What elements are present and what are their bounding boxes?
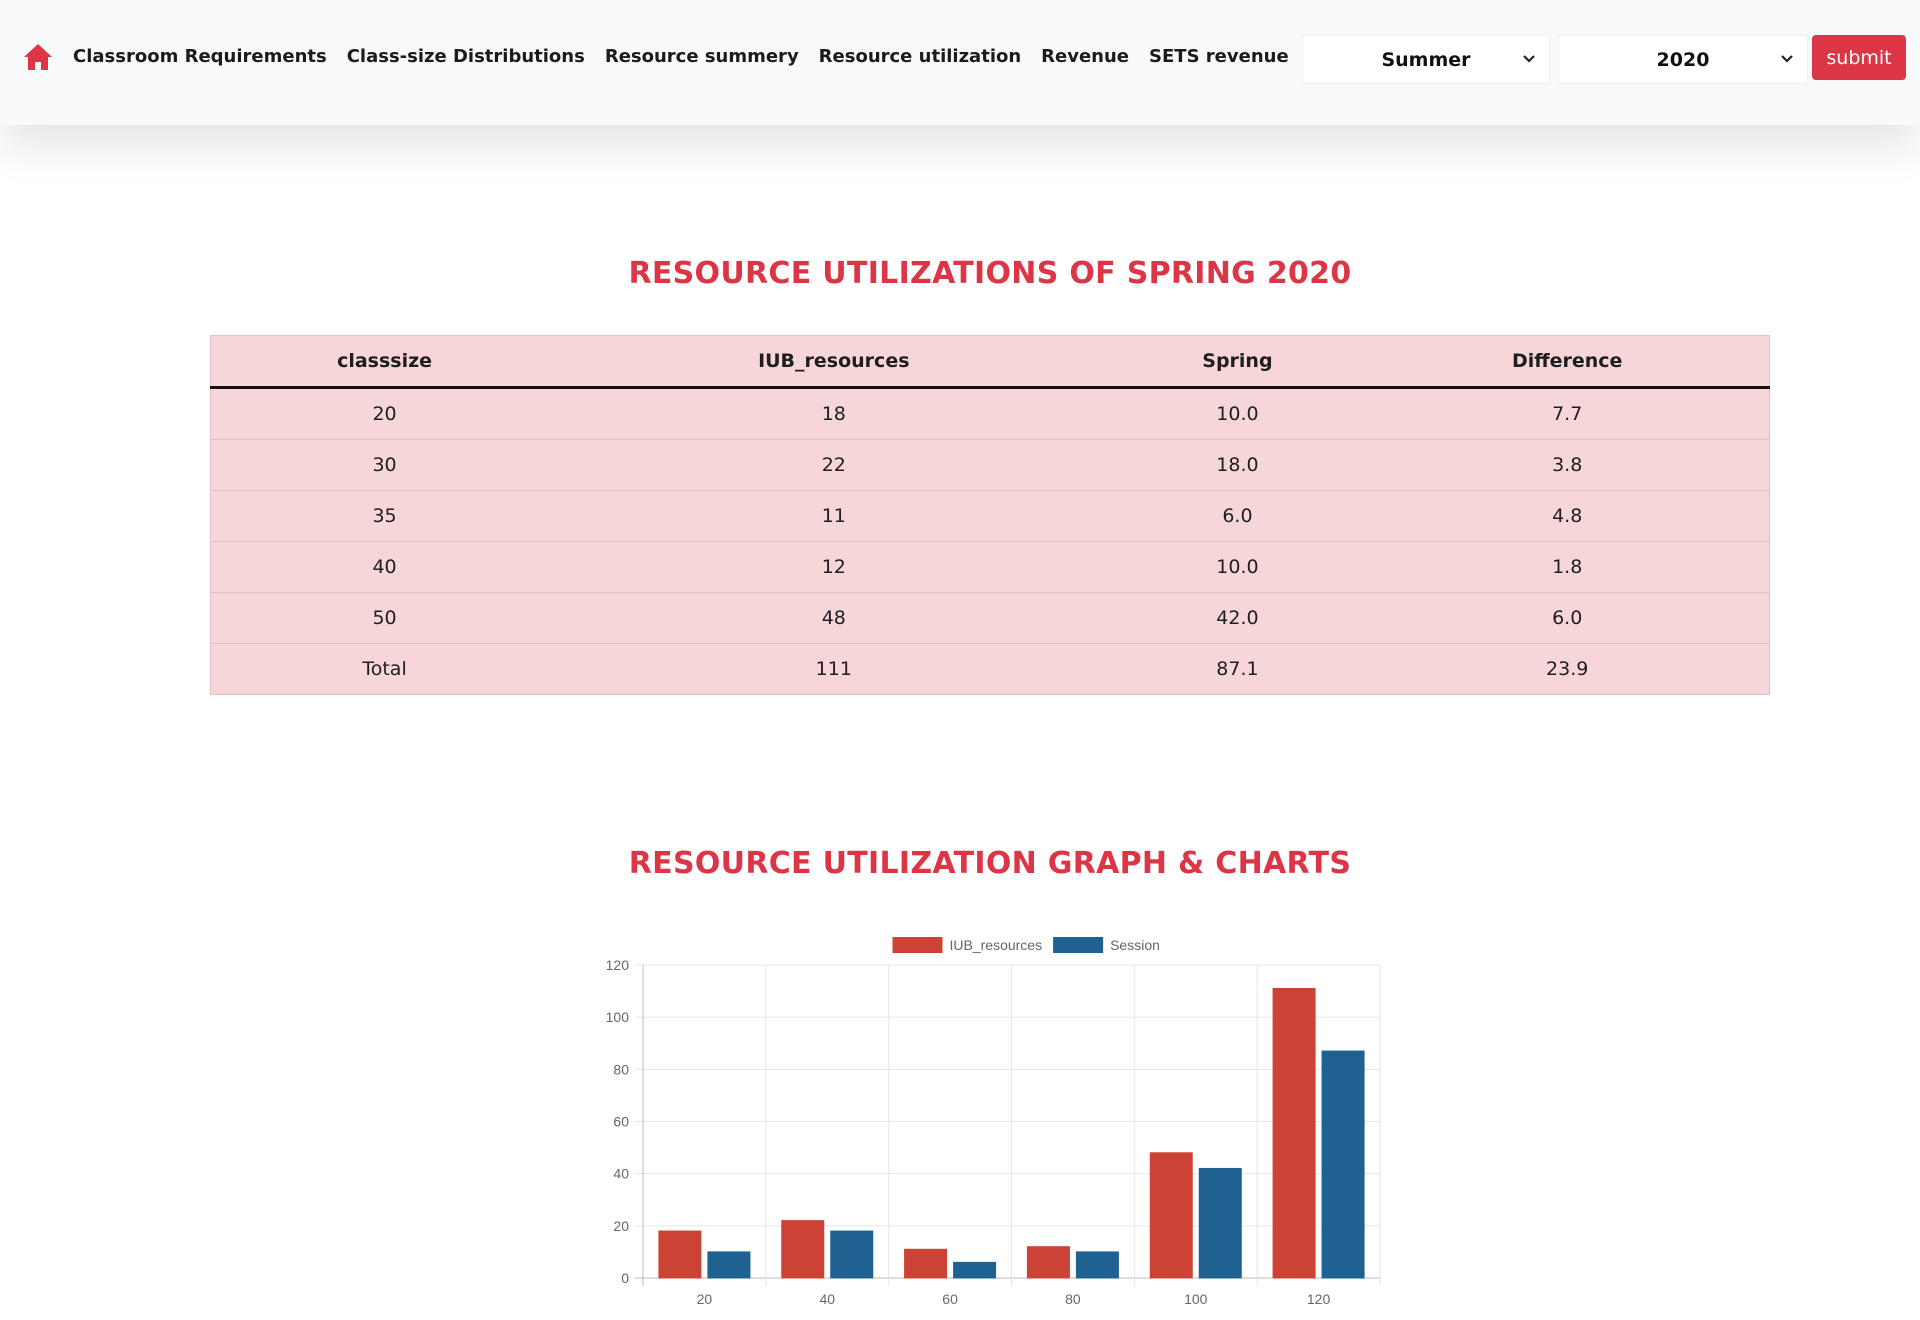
table-row: 50 48 42.0 6.0: [210, 592, 1770, 644]
table-cell: 11: [558, 490, 1110, 542]
bar-session: [707, 1251, 751, 1279]
bar-session: [1075, 1251, 1119, 1279]
navbar: Classroom Requirements Class-size Distri…: [0, 0, 1920, 125]
nav-link-resource-utilization[interactable]: Resource utilization: [818, 46, 1022, 67]
resource-utilization-table: classsize IUB_resources Spring Differenc…: [210, 335, 1770, 695]
legend-label: IUB_resources: [950, 937, 1043, 953]
table-cell: 48: [558, 592, 1110, 644]
table-cell: 4.8: [1365, 490, 1770, 542]
bar-chart-svg: 0 20 40 60 80 100 120 20 40 60 80 100 120 IUB_resourc…: [606, 937, 1381, 1307]
bar-session: [1198, 1167, 1242, 1279]
chart-title: Resource Utilization Graph & Charts: [628, 846, 1352, 881]
table-row: 35 11 6.0 4.8: [210, 490, 1770, 542]
table-cell: 1.8: [1365, 541, 1770, 593]
table-cell: 40: [210, 541, 559, 593]
table-cell: 6.0: [1109, 490, 1366, 542]
header-classsize: classsize: [210, 335, 559, 389]
nav-links: Classroom Requirements Class-size Distri…: [73, 46, 1309, 67]
table-cell: 30: [210, 439, 559, 491]
bar-iub_resources: [781, 1220, 825, 1279]
x-tick-label: 60: [942, 1291, 958, 1307]
table-cell: 35: [210, 490, 559, 542]
table-cell: 87.1: [1109, 643, 1366, 695]
table-row: 40 12 10.0 1.8: [210, 541, 1770, 593]
bar-iub_resources: [904, 1248, 948, 1279]
bar-session: [830, 1230, 874, 1279]
x-tick-label: 100: [1184, 1291, 1208, 1307]
chevron-down-icon: [1523, 55, 1535, 63]
table-header-row: classsize IUB_resources Spring Differenc…: [210, 335, 1770, 389]
table-cell: 7.7: [1365, 387, 1770, 440]
header-spring: Spring: [1109, 335, 1366, 389]
home-icon[interactable]: [22, 42, 54, 72]
table-cell: 12: [558, 541, 1110, 593]
table-title: Resource Utilizations of Spring 2020: [628, 256, 1352, 291]
season-select-value: Summer: [1381, 48, 1471, 71]
bar-iub_resources: [1026, 1246, 1070, 1279]
season-select[interactable]: Summer: [1302, 35, 1550, 84]
header-difference: Difference: [1365, 335, 1770, 389]
x-tick-label: 80: [1065, 1291, 1081, 1307]
nav-link-classroom-requirements[interactable]: Classroom Requirements: [73, 46, 327, 67]
year-select[interactable]: 2020: [1558, 35, 1808, 84]
submit-button[interactable]: submit: [1812, 35, 1906, 80]
y-tick-label: 60: [613, 1114, 629, 1130]
header-iub-resources: IUB_resources: [558, 335, 1110, 389]
legend-swatch-iub_resources: [892, 937, 943, 953]
bar-iub_resources: [1272, 987, 1316, 1279]
bar-chart: 0 20 40 60 80 100 120 20 40 60 80 100 120 IUB_resourc…: [590, 925, 1390, 1315]
bar-iub_resources: [1149, 1152, 1193, 1279]
y-tick-label: 20: [613, 1218, 629, 1234]
table-row: 20 18 10.0 7.7: [210, 387, 1770, 440]
table-cell: 6.0: [1365, 592, 1770, 644]
table-cell: 20: [210, 387, 559, 440]
table-cell: 18: [558, 387, 1110, 440]
table-cell: 22: [558, 439, 1110, 491]
table-cell: 111: [558, 643, 1110, 695]
bar-session: [1321, 1050, 1365, 1279]
table-row-total: Total 111 87.1 23.9: [210, 643, 1770, 695]
table-cell: 3.8: [1365, 439, 1770, 491]
x-tick-label: 120: [1307, 1291, 1331, 1307]
table-cell: Total: [210, 643, 559, 695]
table-row: 30 22 18.0 3.8: [210, 439, 1770, 491]
table-cell: 18.0: [1109, 439, 1366, 491]
table-cell: 42.0: [1109, 592, 1366, 644]
bar-iub_resources: [658, 1230, 702, 1279]
y-tick-label: 80: [613, 1061, 629, 1077]
bar-session: [953, 1261, 997, 1279]
year-select-value: 2020: [1656, 48, 1710, 71]
nav-link-resource-summery[interactable]: Resource summery: [604, 46, 799, 67]
table-cell: 10.0: [1109, 387, 1366, 440]
y-tick-label: 100: [606, 1009, 630, 1025]
y-tick-label: 120: [606, 957, 630, 973]
y-tick-label: 0: [621, 1270, 629, 1286]
table-cell: 23.9: [1365, 643, 1770, 695]
nav-link-class-size-distributions[interactable]: Class-size Distributions: [346, 46, 585, 67]
y-tick-label: 40: [613, 1166, 629, 1182]
nav-link-revenue[interactable]: Revenue: [1041, 46, 1130, 67]
table-cell: 50: [210, 592, 559, 644]
legend-label: Session: [1110, 937, 1160, 953]
legend-swatch-session: [1053, 937, 1104, 953]
nav-link-sets-revenue[interactable]: SETS revenue: [1149, 46, 1289, 67]
table-cell: 10.0: [1109, 541, 1366, 593]
x-tick-label: 40: [819, 1291, 835, 1307]
chevron-down-icon: [1781, 55, 1793, 63]
x-tick-label: 20: [697, 1291, 713, 1307]
